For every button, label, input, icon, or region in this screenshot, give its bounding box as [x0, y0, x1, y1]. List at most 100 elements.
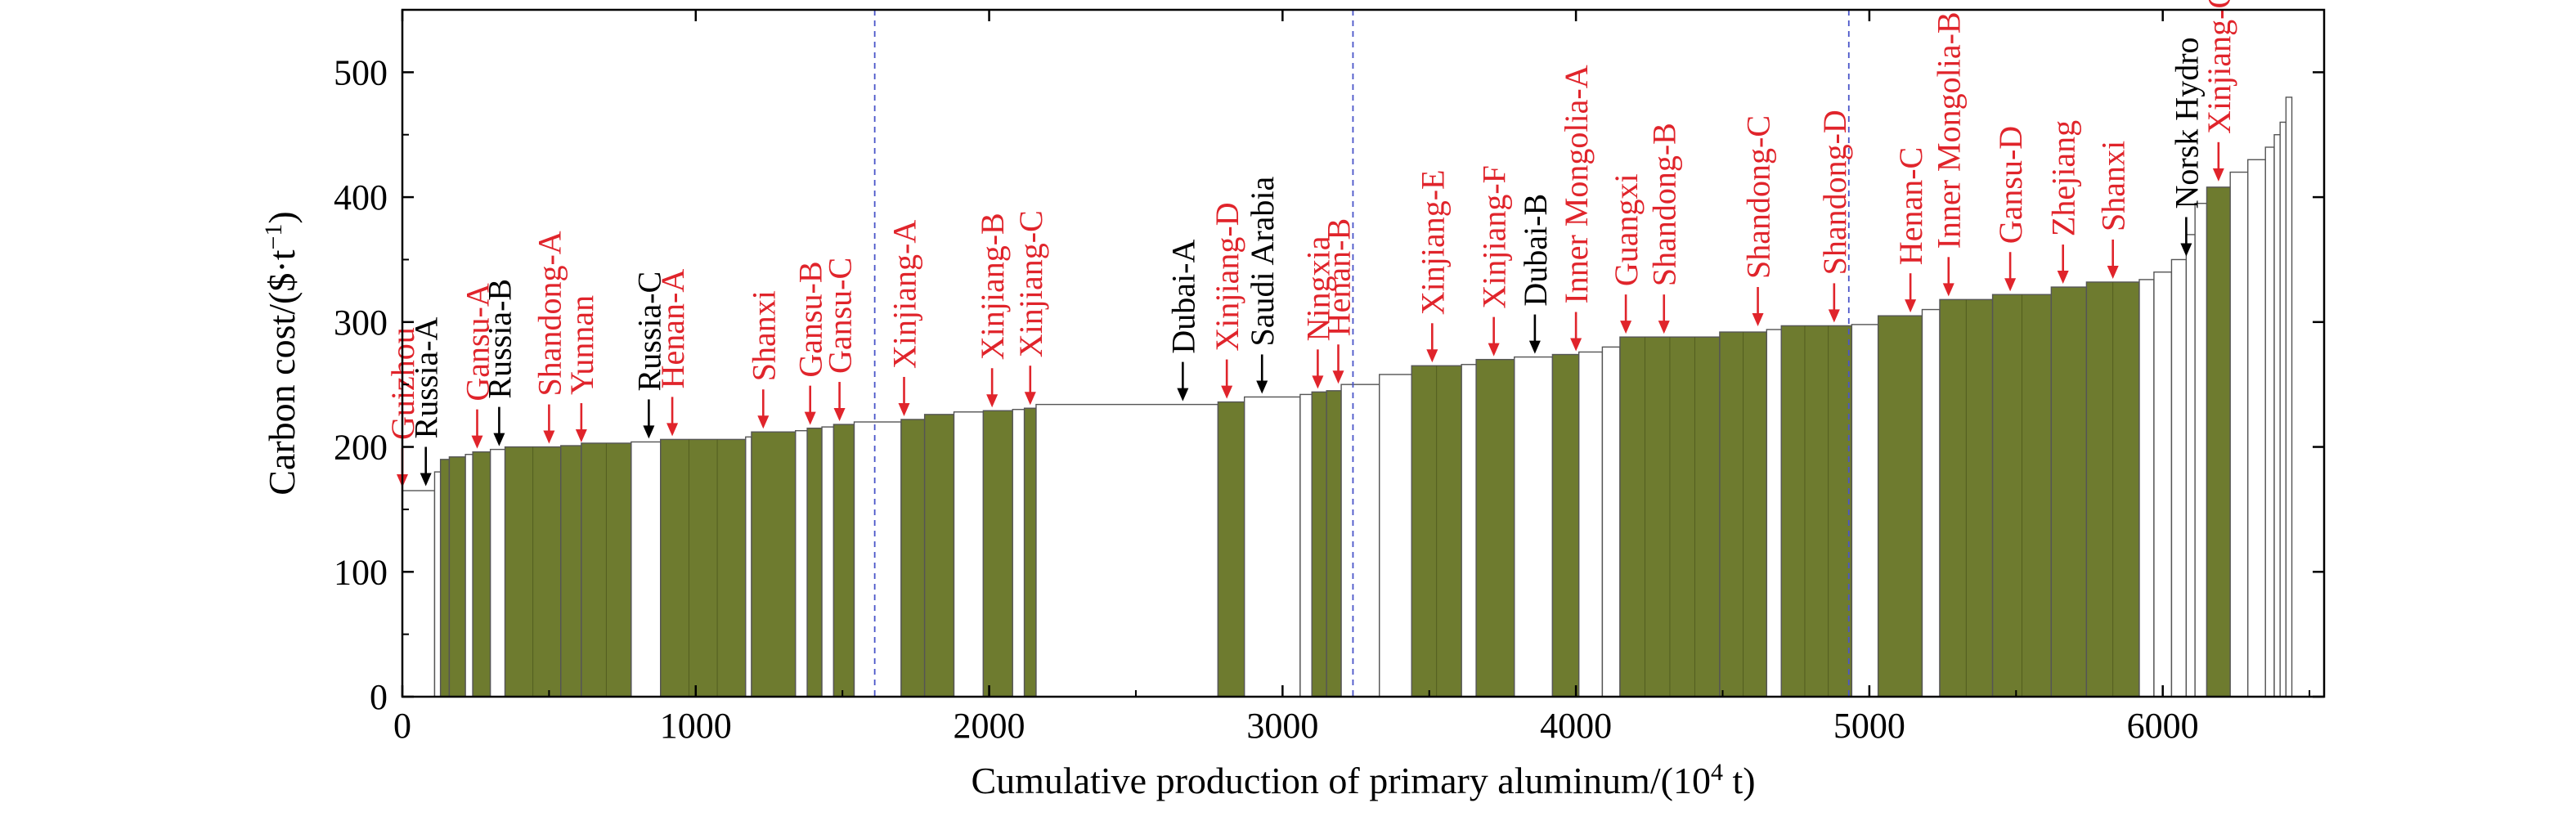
x-tick-label: 2000: [954, 706, 1025, 746]
bar-other: [745, 436, 752, 698]
plot-frame: [401, 8, 2326, 698]
annotation-arrowhead: [643, 425, 655, 439]
x-axis-ticks: 0 1000 2000 3000 4000 5000 6000: [393, 10, 2311, 746]
bar-other: [1461, 364, 1477, 698]
annotation-label: Henan-A: [654, 269, 691, 389]
y-tick-label: 500: [334, 52, 388, 92]
bar-other: [795, 429, 808, 698]
bar-other: [464, 454, 473, 698]
x-tick-label: 3000: [1246, 706, 1318, 746]
bar-other: [1601, 346, 1621, 698]
bar-other: [2264, 146, 2275, 698]
annotation-arrowhead: [1024, 392, 1036, 406]
bar-other: [953, 411, 985, 698]
annotation-label: Dubai-A: [1165, 240, 1201, 354]
annotation-arrowhead: [1256, 380, 1268, 394]
bar-highlighted: [439, 459, 451, 698]
bar-highlighted: [1551, 353, 1580, 698]
annotation-arrowhead: [804, 411, 816, 425]
bar-other: [433, 471, 442, 698]
y-axis-ticks: 0 100 200 300 400 500: [334, 52, 2324, 717]
annotation-arrowhead: [471, 435, 483, 449]
annotation-arrowhead: [1752, 312, 1764, 326]
annotation-arrowhead: [757, 415, 770, 429]
annotation-label: Guangxi: [1608, 173, 1645, 286]
bar-other: [2138, 279, 2155, 698]
annotation-arrowhead: [986, 394, 999, 408]
x-tick-label: 6000: [2127, 706, 2199, 746]
bar-other: [2194, 203, 2208, 698]
bar-highlighted: [806, 427, 823, 698]
annotation-arrowhead: [2057, 271, 2069, 285]
annotation-arrowhead: [898, 402, 910, 416]
annotation-label: Gansu-B: [792, 261, 829, 377]
annotation-label: Zhejiang: [2045, 120, 2082, 236]
bar-highlighted: [900, 419, 926, 698]
bar-highlighted: [2206, 186, 2231, 698]
bar-other: [631, 441, 662, 698]
bar-highlighted: [1780, 325, 1853, 698]
annotation-arrowhead: [2107, 265, 2119, 279]
y-tick-label: 200: [334, 428, 388, 468]
annotation-label: Gansu-A: [459, 283, 496, 402]
bar-highlighted: [1326, 390, 1342, 698]
annotation-arrowhead: [1488, 343, 1500, 357]
bar-other: [1379, 374, 1412, 698]
annotation-label: Xinjiang-F: [1476, 165, 1513, 309]
annotation-label: Norsk Hydro: [2168, 37, 2205, 209]
annotation-label: Xinjiang-A: [886, 220, 923, 369]
x-axis-title: Cumulative production of primary aluminu…: [971, 759, 1755, 801]
bar-highlighted: [472, 451, 491, 698]
annotation-arrowhead: [493, 433, 505, 446]
annotation-label: Gansu-D: [1992, 126, 2029, 244]
bar-other: [853, 421, 902, 698]
bar-other: [1851, 324, 1879, 698]
bar-other: [2153, 271, 2173, 698]
annotation-label: Henan-B: [1321, 218, 1358, 336]
bar-highlighted: [1023, 407, 1037, 698]
bar-other: [2273, 134, 2281, 698]
annotation-arrowhead: [2180, 243, 2192, 257]
bar-other: [1766, 329, 1782, 698]
bar-other: [1514, 356, 1554, 698]
y-tick-label: 0: [370, 677, 388, 717]
annotation-arrowhead: [1620, 321, 1632, 334]
annotation-label: Saudi Arabia: [1244, 176, 1281, 346]
annotation-label: Shanxi: [2095, 141, 2132, 231]
y-tick-label: 400: [334, 177, 388, 218]
annotation-label: Xinjiang-E: [1414, 170, 1451, 316]
annotation-arrowhead: [1905, 299, 1917, 313]
bar-highlighted: [660, 438, 747, 698]
divider-lines: [873, 10, 1850, 697]
bar-highlighted: [832, 424, 855, 698]
bar-highlighted: [448, 456, 466, 698]
y-tick-label: 300: [334, 303, 388, 343]
bar-other: [1299, 393, 1313, 698]
bar-highlighted: [923, 414, 955, 698]
bar-highlighted: [2050, 286, 2088, 698]
x-tick-label: 0: [393, 706, 411, 746]
annotation-label: Shandong-A: [531, 231, 568, 396]
y-tick-label: 100: [334, 552, 388, 592]
annotation-label: Dubai-B: [1517, 194, 1554, 307]
annotation-label: Shandong-D: [1816, 110, 1853, 275]
annotation-label: Xinjiang-D: [1209, 202, 1245, 351]
annotation-arrows: [397, 141, 2224, 487]
bar-highlighted: [751, 431, 797, 698]
bar-other: [2170, 258, 2188, 698]
x-tick-label: 5000: [1833, 706, 1905, 746]
annotation-arrowhead: [1312, 375, 1324, 389]
bar-highlighted: [1877, 315, 1923, 698]
annotation-arrowhead: [543, 430, 555, 444]
bar-other: [1035, 403, 1219, 698]
x-tick-label: 4000: [1540, 706, 1612, 746]
annotation-label: Xinjiang-G: [2201, 0, 2237, 134]
annotation-label: Russia-B: [481, 279, 518, 399]
bar-other: [1340, 384, 1380, 698]
annotation-label: Inner Mongolia-A: [1558, 65, 1595, 303]
annotation-label: Inner Mongolia-B: [1931, 11, 1968, 249]
annotation-arrowhead: [1177, 388, 1189, 402]
bar-other: [2279, 121, 2287, 698]
